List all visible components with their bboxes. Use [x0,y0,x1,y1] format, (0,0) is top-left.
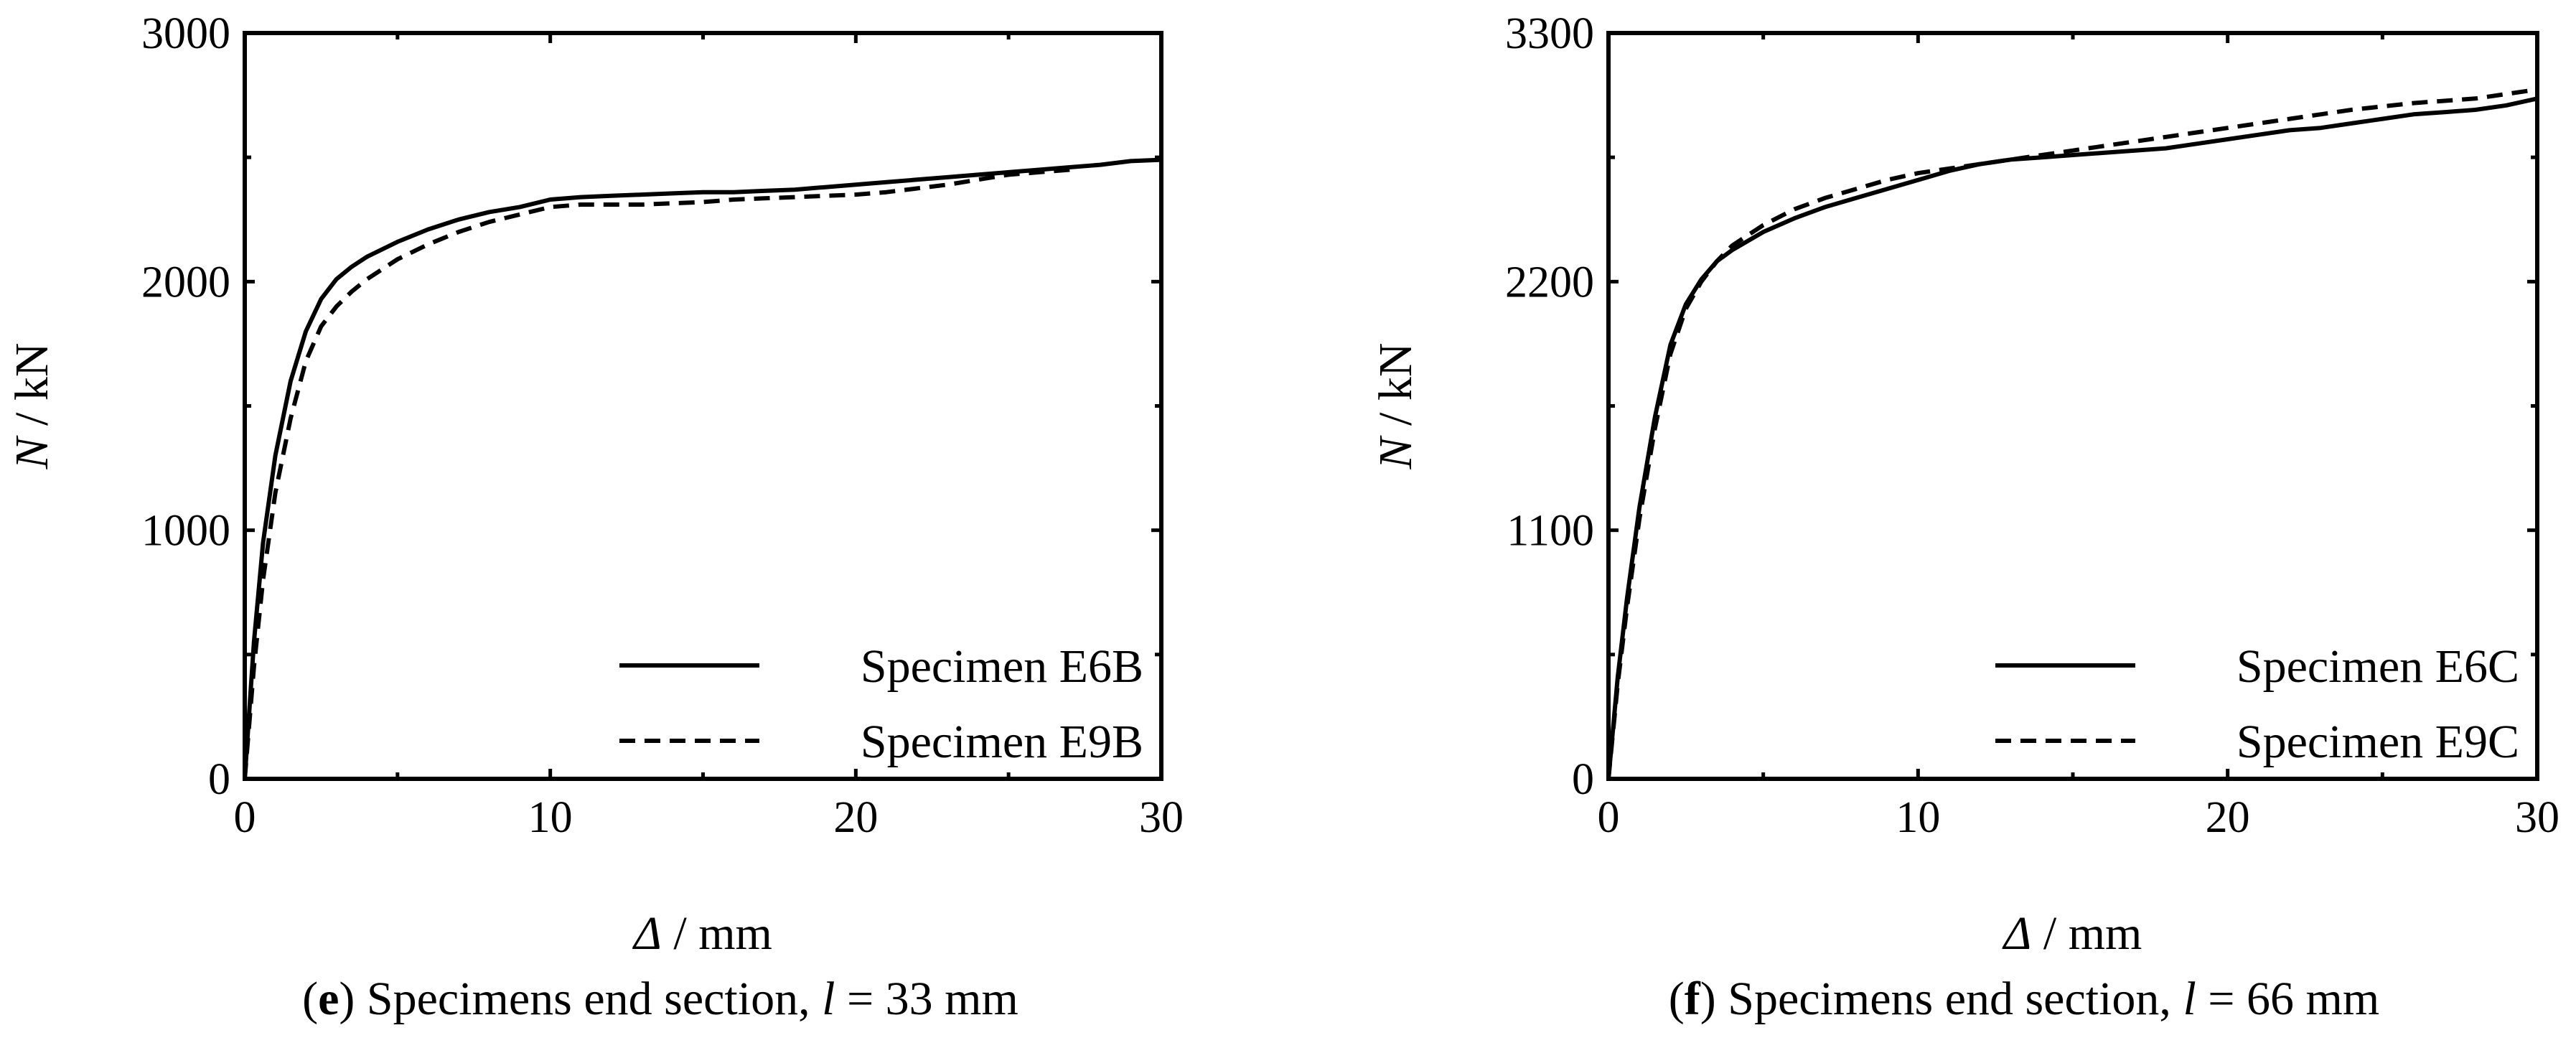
caption-paren-open: ( [1669,973,1685,1025]
x-tick-label: 30 [2515,793,2559,842]
y-tick-label: 3300 [1505,9,1594,58]
y-tick-label: 0 [208,755,230,804]
y-axis-label-unit: / kN [1369,342,1422,437]
x-tick-label: 0 [234,793,256,842]
y-tick-label: 0 [1572,755,1594,804]
y-axis-label-symbol: N [6,435,58,470]
x-axis-label: Δ / mm [632,907,772,960]
y-tick-label: 2200 [1505,258,1594,307]
x-tick-label: 30 [1139,793,1184,842]
series-line-specimen-e9c [1606,87,2538,780]
x-axis-label: Δ / mm [2002,907,2142,960]
x-tick-label: 20 [833,793,878,842]
caption-value: = 66 mm [2196,973,2379,1025]
y-tick-label: 1000 [141,507,230,556]
y-tick-label: 3000 [141,9,230,58]
y-tick-label: 2000 [141,258,230,307]
y-axis-label: N / kN [6,342,58,469]
x-axis-label-symbol: Δ [632,907,662,960]
y-axis-label-unit: / kN [6,342,58,437]
caption-paren-open: ( [302,973,318,1025]
panel-caption: (e) Specimens end section, l = 33 mm [302,973,1018,1025]
caption-panel-label: e [318,973,339,1025]
legend-label: Specimen E9B [861,716,1143,768]
x-axis-label-symbol: Δ [2002,907,2032,960]
y-axis-label-symbol: N [1369,435,1422,470]
legend-label: Specimen E6C [2237,640,2519,693]
caption-text: Specimens end section, [1716,973,2183,1025]
series-line-specimen-e6b [243,157,1162,780]
x-tick-label: 10 [1896,793,1940,842]
x-tick-label: 20 [2206,793,2250,842]
panel-caption: (f) Specimens end section, l = 66 mm [1669,973,2379,1025]
x-tick-label: 10 [528,793,573,842]
caption-value: = 33 mm [835,973,1018,1025]
series-line-specimen-e9b [243,167,1070,780]
y-axis-label: N / kN [1369,342,1422,469]
caption-panel-label: f [1685,973,1701,1025]
caption-variable: l [2183,973,2196,1025]
x-axis-label-unit: / mm [2031,907,2142,960]
chart-panel-e: 0 10 20 30 0 1000 2000 3000 Specimen E6B Specimen… [6,9,1184,1025]
caption-paren-close: ) [1700,973,1716,1025]
legend-label: Specimen E9C [2237,716,2519,768]
chart-panel-f: 0 10 20 30 0 1100 2200 3300 Specimen E6C Specimen… [1369,9,2559,1025]
y-tick-label: 1100 [1507,507,1594,556]
x-tick-label: 0 [1598,793,1620,842]
caption-text: Specimens end section, [355,973,822,1025]
caption-variable: l [822,973,835,1025]
caption-paren-close: ) [339,973,355,1025]
x-axis-label-unit: / mm [662,907,772,960]
legend-label: Specimen E6B [861,640,1143,693]
